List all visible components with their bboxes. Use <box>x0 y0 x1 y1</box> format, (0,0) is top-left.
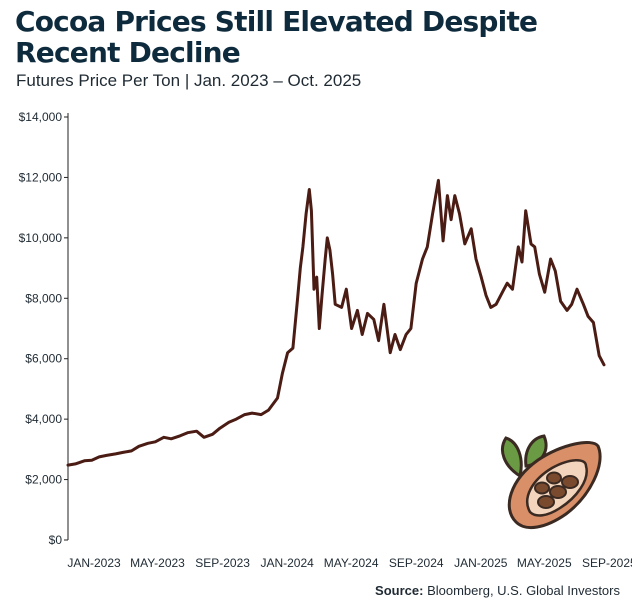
y-tick-label: $4,000 <box>25 412 62 426</box>
y-tick-label: $0 <box>49 533 63 547</box>
y-tick-label: $6,000 <box>25 352 62 366</box>
series-line <box>66 178 606 467</box>
y-axis-ticks: $0 $2,000 $4,000 $6,000 $8,000 $10,000 $12,000… <box>19 110 68 547</box>
y-tick-label: $12,000 <box>19 170 63 184</box>
y-tick-label: $2,000 <box>25 473 62 487</box>
x-tick-label: SEP-2025 <box>582 556 632 570</box>
chart-subtitle: Futures Price Per Ton | Jan. 2023 – Oct.… <box>16 71 362 90</box>
x-tick-label: MAY-2024 <box>324 556 379 570</box>
source-label: Source: <box>375 583 424 598</box>
x-tick-label: MAY-2025 <box>517 556 572 570</box>
x-tick-label: JAN-2023 <box>67 556 121 570</box>
x-tick-label: SEP-2023 <box>195 556 250 570</box>
y-tick-label: $8,000 <box>25 291 62 305</box>
x-tick-label: SEP-2024 <box>389 556 444 570</box>
y-tick-label: $10,000 <box>19 231 63 245</box>
x-tick-label: JAN-2024 <box>260 556 314 570</box>
x-tick-label: JAN-2025 <box>454 556 508 570</box>
y-tick-label: $14,000 <box>19 110 63 124</box>
x-tick-label: MAY-2023 <box>130 556 185 570</box>
cocoa-pod-icon <box>501 434 602 530</box>
source-note: Source: Bloomberg, U.S. Global Investors <box>375 583 620 598</box>
chart-title: Cocoa Prices Still Elevated Despite Rece… <box>15 5 538 69</box>
x-axis-ticks: JAN-2023 MAY-2023 SEP-2023 JAN-2024 MAY-2024… <box>67 556 632 570</box>
source-text: Bloomberg, U.S. Global Investors <box>427 583 620 598</box>
